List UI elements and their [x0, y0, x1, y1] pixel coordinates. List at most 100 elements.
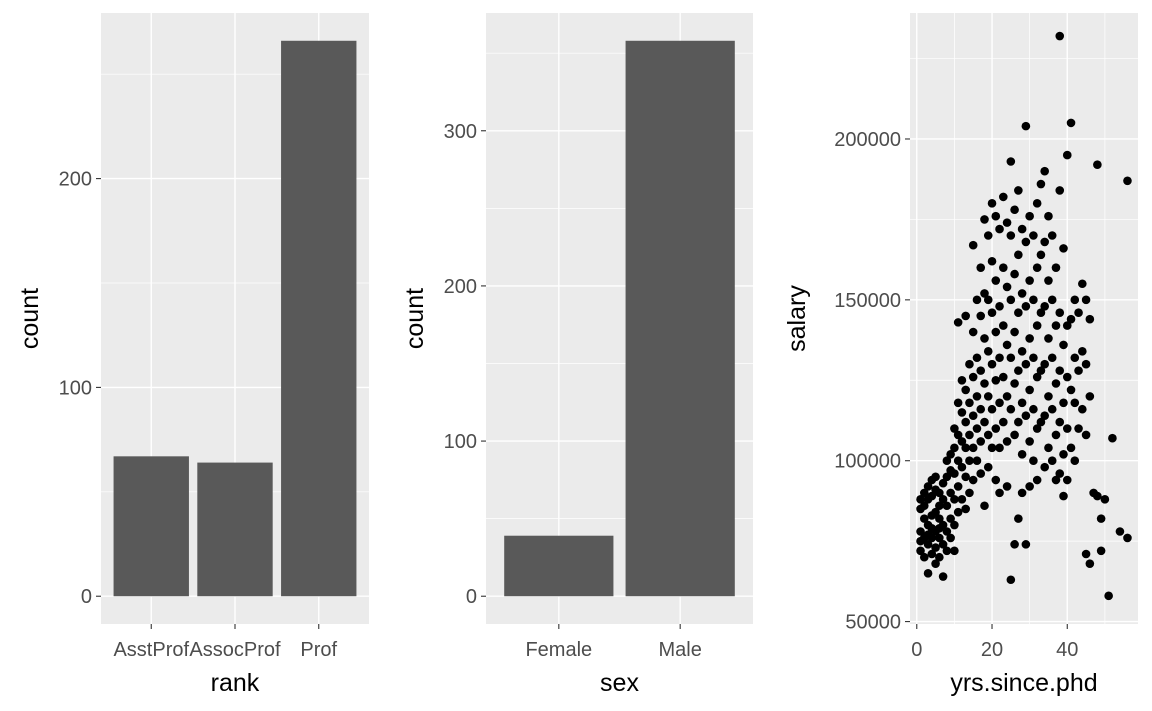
scatter-point [1055, 186, 1065, 195]
scatter-point [991, 276, 1001, 285]
scatter-point [1074, 424, 1083, 433]
scatter-point [995, 353, 1004, 363]
scatter-point [1021, 121, 1031, 131]
x-tick-label-male: Male [659, 639, 702, 661]
scatter-point [1010, 205, 1019, 215]
sex-y-tick-label: 300 [444, 121, 477, 143]
scatter-point [1059, 398, 1068, 408]
scatter-point [1047, 353, 1057, 363]
scatter-point [1025, 276, 1034, 285]
scatter-point [1044, 334, 1053, 343]
scatter-point [972, 456, 982, 466]
scatter-point [976, 437, 986, 446]
scatter-point [1002, 340, 1012, 350]
scatter-point [953, 398, 963, 408]
rank-x-axis-title: rank [211, 669, 260, 697]
scatter-point [980, 379, 989, 388]
scatter-point [950, 546, 959, 556]
scatter-point [1036, 308, 1046, 318]
scatter-point [968, 411, 978, 420]
scatter-point [1123, 176, 1132, 186]
scatter-point [1085, 559, 1095, 568]
scatter-point [1051, 430, 1061, 440]
bar-asstprof [113, 456, 189, 597]
scatter-point [1036, 250, 1046, 260]
scatter-point [972, 424, 982, 433]
scatter-point [1059, 340, 1068, 350]
scatter-point [953, 430, 963, 440]
scatter-point [1062, 321, 1072, 330]
scatter-point [1032, 424, 1042, 433]
scatter-point [935, 488, 944, 498]
rank-y-axis-title: count [16, 288, 44, 349]
scatter-point [987, 359, 997, 369]
salary-y-tick-label: 100000 [834, 451, 901, 473]
scatter-point [953, 318, 963, 327]
rank-bar-chart: 0 100 200 AsstProf AssocProf Prof rank count [16, 13, 369, 697]
scatter-point [1104, 591, 1113, 601]
scatter-point [946, 449, 955, 459]
scatter-point [1047, 404, 1057, 414]
scatter-point [968, 443, 978, 453]
scatter-point [1029, 456, 1038, 466]
scatter-point [1047, 295, 1057, 305]
scatter-point [1017, 347, 1027, 356]
scatter-point [1096, 514, 1106, 523]
scatter-point [1051, 475, 1061, 485]
scatter-point [1081, 295, 1091, 305]
scatter-point [1010, 269, 1019, 279]
scatter-point [1006, 295, 1016, 305]
scatter-point [1078, 404, 1087, 414]
sex-x-axis-title: sex [600, 669, 639, 697]
scatter-point [1115, 527, 1125, 536]
scatter-point [1002, 437, 1012, 446]
scatter-point [1078, 347, 1087, 356]
rank-y-tick-label: 100 [59, 377, 92, 399]
scatter-point [972, 392, 982, 401]
scatter-point [1059, 449, 1068, 459]
scatter-point [1006, 404, 1016, 414]
scatter-point [931, 559, 940, 568]
scatter-point [923, 569, 933, 578]
scatter-point [1014, 514, 1023, 523]
scatter-point [983, 231, 993, 240]
scatter-point [1025, 334, 1034, 343]
salary-y-tick-label: 200000 [834, 129, 901, 151]
scatter-point [980, 417, 989, 427]
salary-y-axis-title: salary [783, 285, 811, 352]
scatter-point [995, 488, 1004, 498]
scatter-point [1066, 314, 1076, 324]
scatter-point [1093, 160, 1102, 170]
scatter-point [968, 327, 978, 337]
scatter-point [1081, 430, 1091, 440]
scatter-point [987, 404, 997, 414]
scatter-point [980, 334, 989, 343]
scatter-point [1036, 179, 1046, 189]
scatter-point [946, 488, 955, 498]
scatter-point [950, 424, 959, 433]
scatter-point [1081, 359, 1091, 369]
scatter-point [987, 443, 997, 453]
scatter-point [1014, 250, 1023, 260]
scatter-point [938, 478, 948, 488]
scatter-point [1123, 533, 1132, 543]
scatter-point [942, 501, 952, 511]
scatter-point [1051, 379, 1061, 388]
x-tick-label-female: Female [525, 639, 592, 661]
scatter-point [938, 572, 948, 581]
scatter-point [965, 430, 974, 440]
scatter-point [1078, 279, 1087, 289]
scatter-point [1066, 118, 1076, 128]
scatter-point [968, 372, 978, 382]
scatter-point [983, 295, 993, 305]
scatter-point [983, 430, 993, 440]
scatter-point [923, 482, 933, 491]
scatter-point [983, 347, 993, 356]
scatter-point [919, 514, 929, 523]
scatter-point [1002, 392, 1012, 401]
scatter-point [976, 404, 986, 414]
scatter-point [972, 295, 982, 305]
scatter-point [946, 533, 955, 543]
scatter-point [1055, 308, 1065, 318]
scatter-point [1070, 295, 1080, 305]
